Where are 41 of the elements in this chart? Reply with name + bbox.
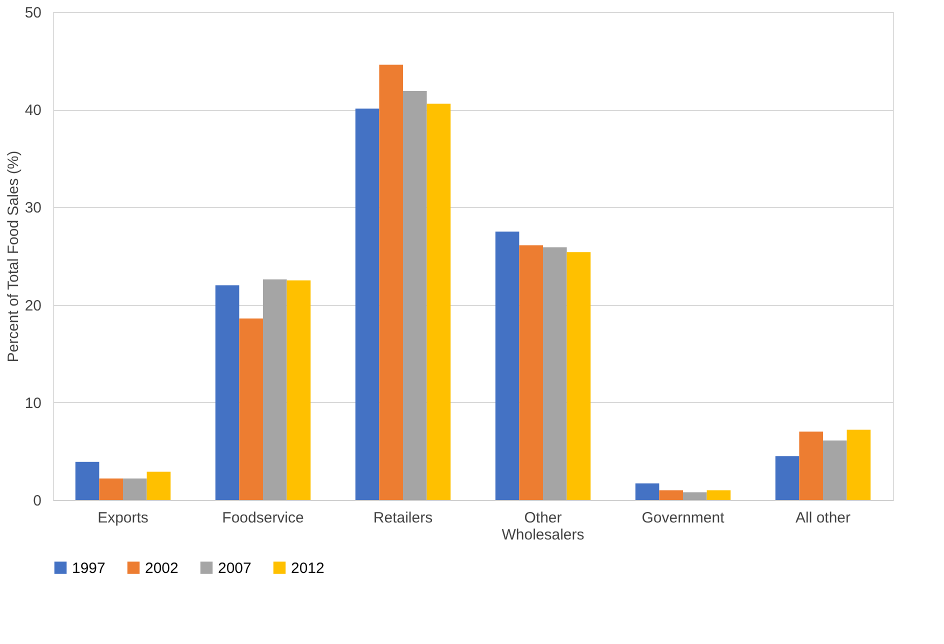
x-tick-label: Exports xyxy=(98,510,148,526)
bar xyxy=(823,440,847,500)
bar xyxy=(215,285,240,500)
bar xyxy=(775,456,800,500)
bar xyxy=(75,462,100,500)
bar xyxy=(659,490,683,500)
y-tick-label: 20 xyxy=(24,297,42,314)
bar xyxy=(146,472,171,500)
bar xyxy=(239,318,263,500)
x-tick-label: Government xyxy=(642,510,726,526)
legend-label: 2007 xyxy=(218,560,252,577)
y-tick-label: 40 xyxy=(24,102,42,120)
bar xyxy=(403,91,427,500)
bar xyxy=(846,430,871,500)
bar xyxy=(426,104,451,500)
legend-label: 2012 xyxy=(291,560,324,577)
bar xyxy=(286,280,311,500)
bar xyxy=(799,432,823,500)
bar xyxy=(379,64,403,500)
bar xyxy=(543,247,567,500)
bar xyxy=(519,245,543,500)
y-axis-title: Percent of Total Food Sales (%) xyxy=(4,150,22,362)
bar xyxy=(683,492,707,500)
bar xyxy=(263,279,287,500)
bar xyxy=(123,478,147,500)
bar xyxy=(706,490,731,500)
bar xyxy=(99,478,123,500)
bar xyxy=(635,483,660,500)
bar xyxy=(355,108,380,500)
x-tick-label: Other Wholesalers xyxy=(502,510,584,544)
x-tick-label: Retailers xyxy=(373,510,433,526)
y-tick-label: 50 xyxy=(24,4,42,22)
legend-label: 2002 xyxy=(145,560,178,577)
y-tick-label: 30 xyxy=(24,200,42,217)
y-tick-label: 0 xyxy=(33,492,42,510)
y-tick-label: 10 xyxy=(24,394,42,412)
bar xyxy=(495,232,520,500)
bar xyxy=(566,252,591,500)
x-tick-label: All other xyxy=(795,510,851,526)
legend-label: 1997 xyxy=(72,560,106,577)
x-tick-label: Foodservice xyxy=(222,510,304,526)
